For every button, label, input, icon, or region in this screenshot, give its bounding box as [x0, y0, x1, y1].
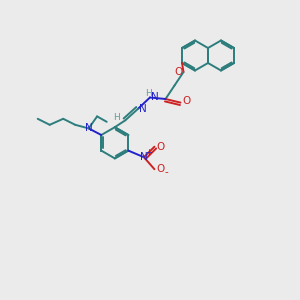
Text: N: N	[85, 123, 93, 134]
Text: H: H	[113, 113, 120, 122]
Text: +: +	[146, 148, 152, 157]
Text: O: O	[174, 67, 182, 77]
Text: O: O	[156, 142, 164, 152]
Text: H: H	[145, 89, 152, 98]
Text: N: N	[152, 92, 159, 103]
Text: -: -	[164, 167, 168, 177]
Text: N: N	[140, 152, 148, 162]
Text: N: N	[139, 104, 147, 114]
Text: O: O	[182, 96, 190, 106]
Text: O: O	[156, 164, 164, 174]
